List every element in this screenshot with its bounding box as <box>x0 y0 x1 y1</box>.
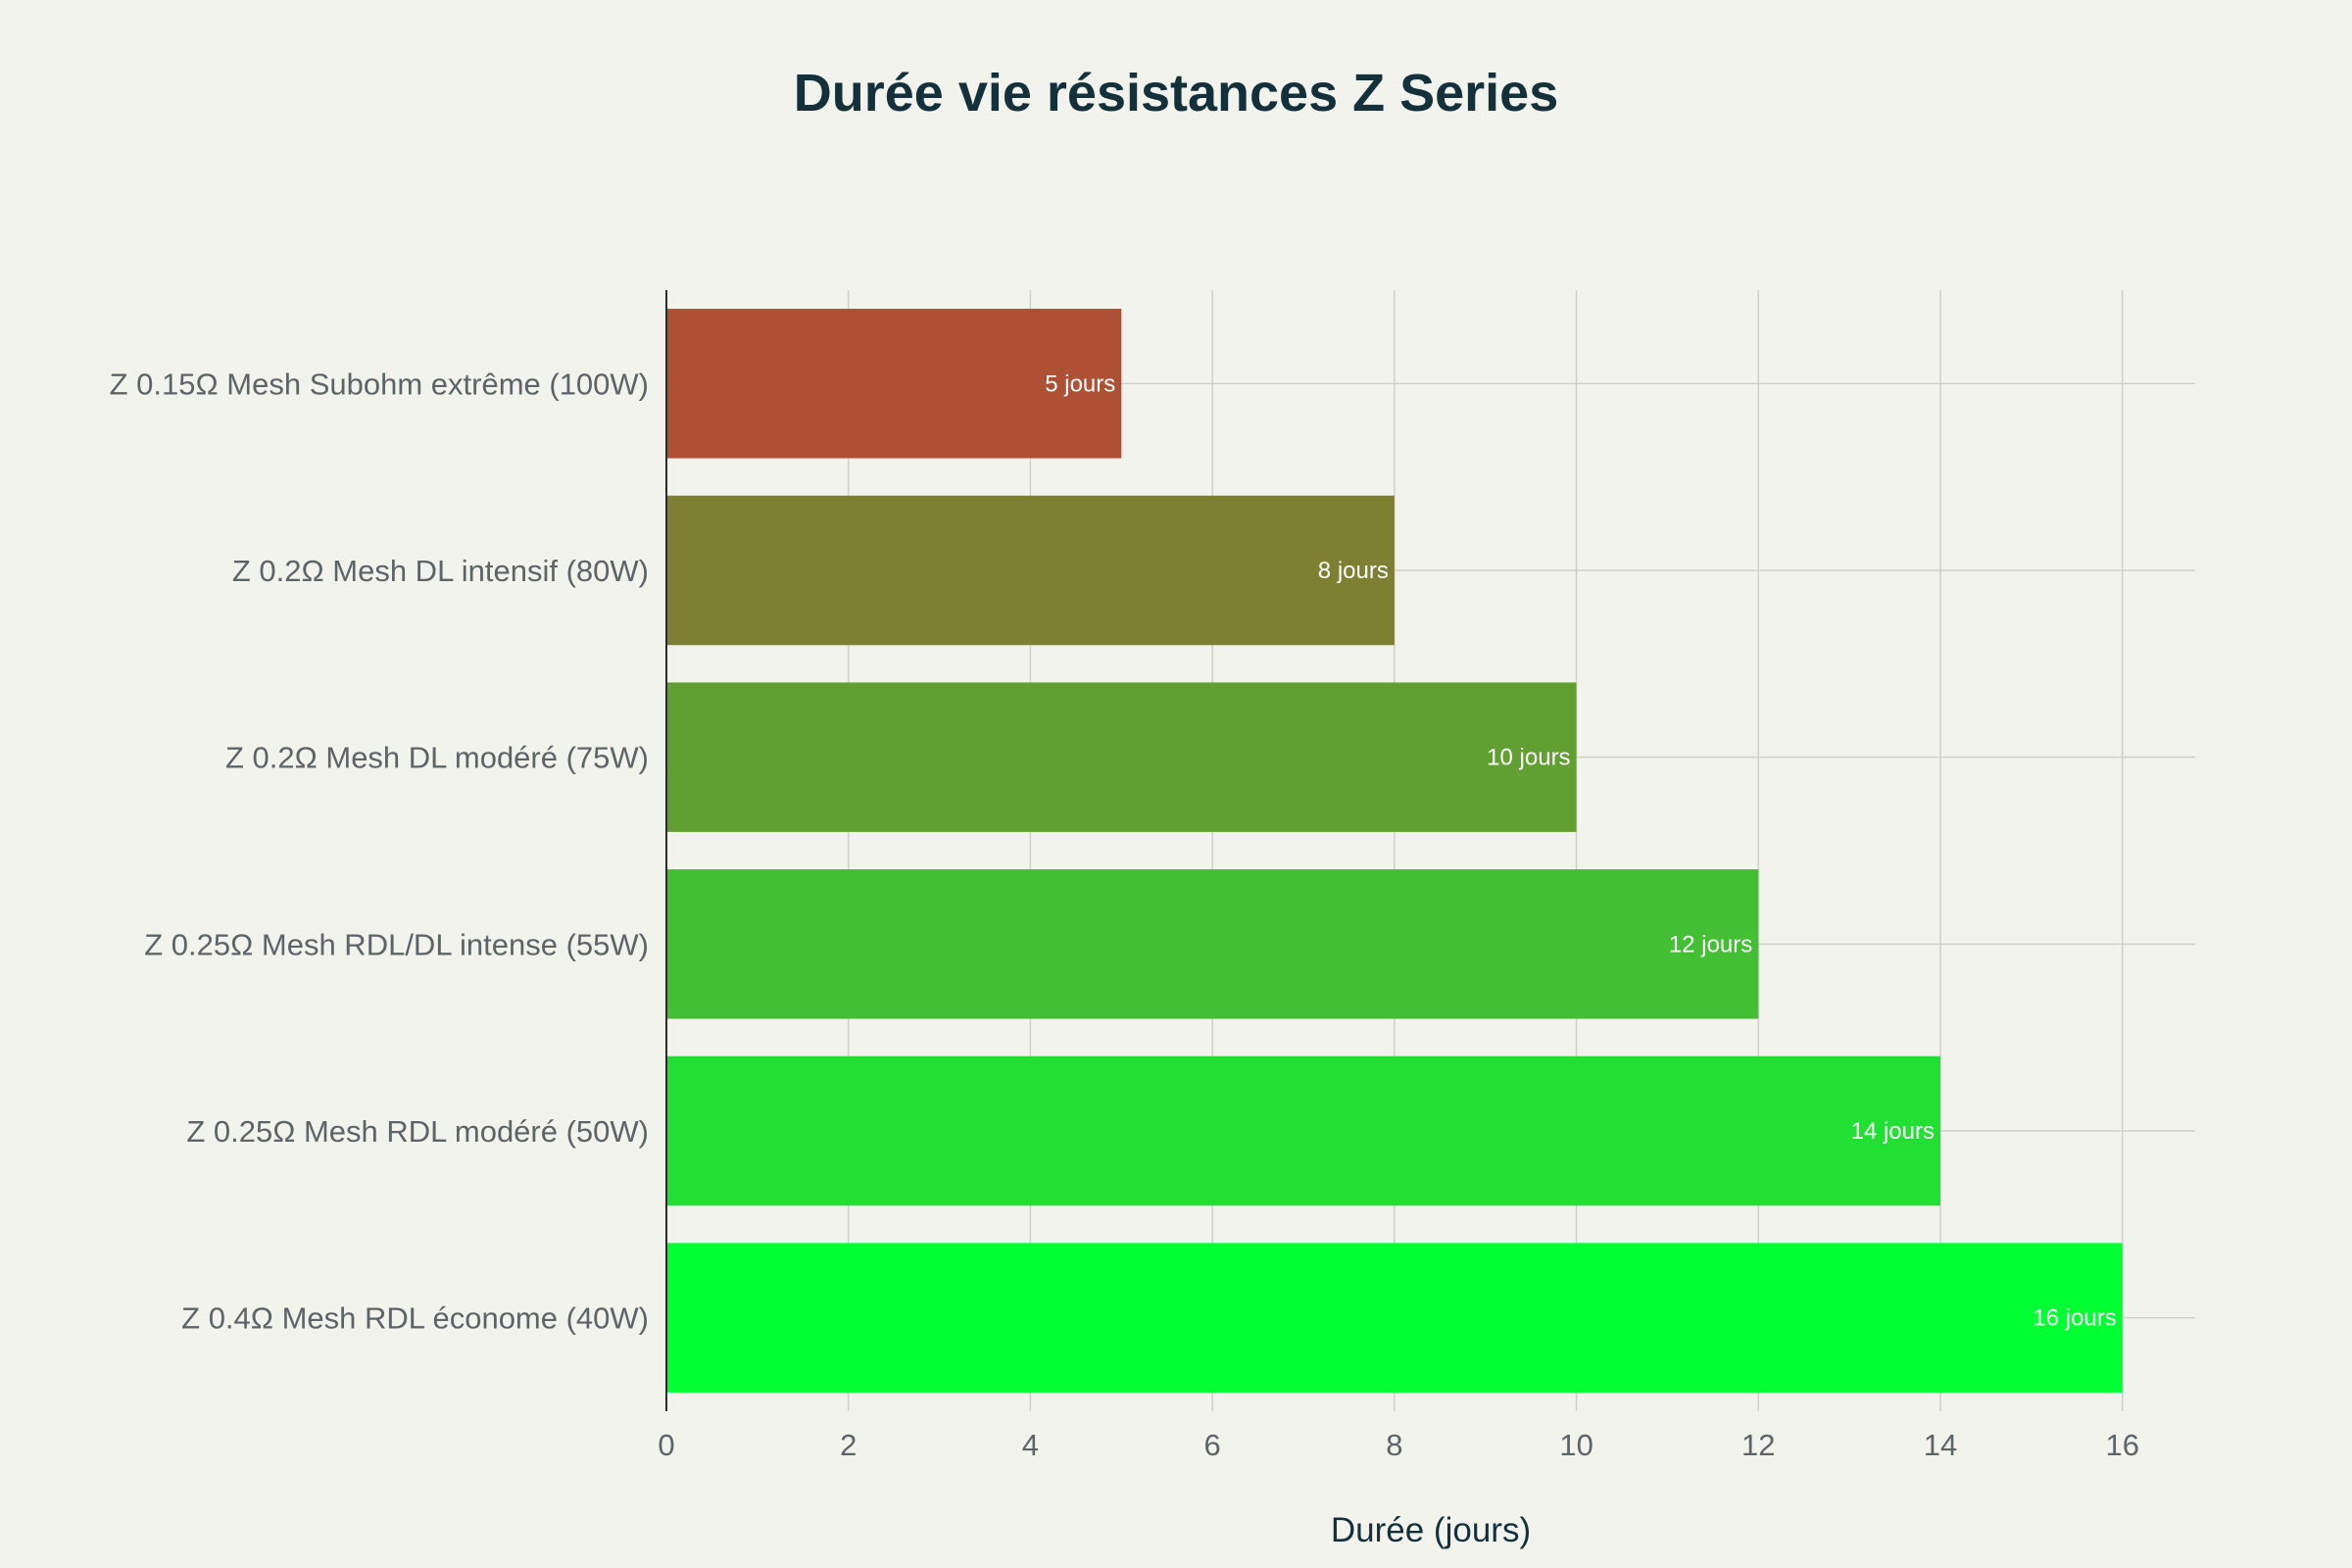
x-tick-label: 0 <box>658 1428 674 1462</box>
x-tick-label: 4 <box>1022 1428 1039 1462</box>
x-tick-label: 8 <box>1386 1428 1402 1462</box>
bar-data-label: 14 jours <box>1851 1118 1935 1145</box>
chart-title: Durée vie résistances Z Series <box>794 64 1558 122</box>
bar <box>666 682 1577 832</box>
x-tick-label: 14 <box>1924 1428 1957 1462</box>
category-label: Z 0.2Ω Mesh DL intensif (80W) <box>232 554 649 588</box>
bar-data-label: 12 jours <box>1669 931 1752 957</box>
x-tick-label: 2 <box>840 1428 857 1462</box>
bar-data-label: 10 jours <box>1487 745 1570 771</box>
bar <box>666 869 1759 1019</box>
data-labels: 5 jours 8 jours 10 jours 12 jours 14 jours 16… <box>1045 370 2116 1331</box>
x-axis-title: Durée (jours) <box>1331 1511 1531 1549</box>
category-label: Z 0.15Ω Mesh Subohm extrême (100W) <box>110 367 649 401</box>
x-tick-label: 6 <box>1204 1428 1221 1462</box>
category-label: Z 0.25Ω Mesh RDL/DL intense (55W) <box>144 927 649 961</box>
bar-data-label: 8 jours <box>1318 558 1389 584</box>
bar <box>666 495 1395 646</box>
bar <box>666 1055 1940 1206</box>
bar <box>666 309 1122 459</box>
category-labels: Z 0.15Ω Mesh Subohm extrême (100W) Z 0.2Ω… <box>110 367 649 1335</box>
bar-data-label: 5 jours <box>1045 370 1115 397</box>
x-tick-label: 16 <box>2105 1428 2138 1462</box>
x-tick-label: 12 <box>1741 1428 1775 1462</box>
bar-data-label: 16 jours <box>2033 1305 2116 1332</box>
x-tick-label: 10 <box>1559 1428 1592 1462</box>
category-label: Z 0.25Ω Mesh RDL modéré (50W) <box>186 1114 649 1149</box>
x-tick-labels: 0 2 4 6 8 10 12 14 16 <box>658 1428 2139 1462</box>
category-label: Z 0.4Ω Mesh RDL économe (40W) <box>181 1301 649 1336</box>
category-label: Z 0.2Ω Mesh DL modéré (75W) <box>225 741 649 775</box>
bar <box>666 1243 2123 1393</box>
bars <box>666 309 2123 1393</box>
